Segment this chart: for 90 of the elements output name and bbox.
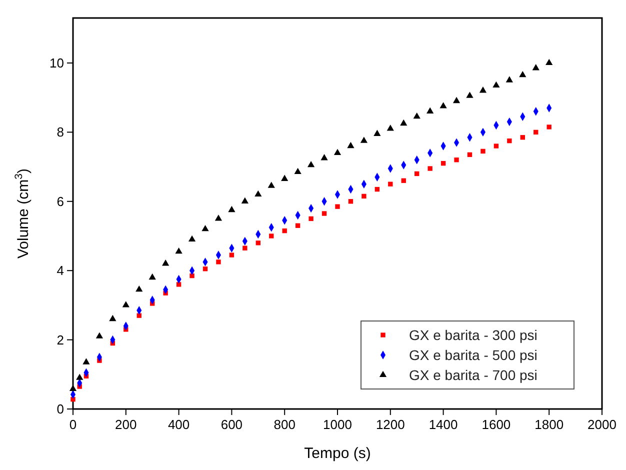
point xyxy=(190,273,194,278)
point xyxy=(282,228,287,234)
point xyxy=(413,112,420,119)
point xyxy=(426,107,434,114)
point xyxy=(454,158,459,162)
point xyxy=(507,138,512,144)
point xyxy=(136,286,143,292)
x-tick-label: 200 xyxy=(115,417,137,432)
y-tick-label: 8 xyxy=(56,124,64,140)
point xyxy=(532,64,540,70)
point xyxy=(148,273,156,280)
point xyxy=(400,119,408,126)
point xyxy=(281,174,288,181)
y-tick-label: 6 xyxy=(56,194,64,209)
x-tick-label: 800 xyxy=(274,417,296,432)
y-tick-label: 2 xyxy=(56,332,64,348)
point xyxy=(175,247,182,254)
x-tick-label: 2000 xyxy=(588,417,616,432)
point xyxy=(386,124,394,131)
legend-label: GX e barita - 500 psi xyxy=(409,347,538,363)
x-axis-title: Tempo (s) xyxy=(304,445,371,462)
y-tick-label: 4 xyxy=(56,263,64,278)
point xyxy=(388,182,393,186)
point xyxy=(202,224,209,232)
point xyxy=(294,168,302,174)
point xyxy=(176,282,182,287)
point xyxy=(216,260,221,264)
point xyxy=(69,384,77,391)
point xyxy=(109,314,116,322)
point xyxy=(136,313,142,318)
point xyxy=(466,92,474,98)
point xyxy=(440,102,447,108)
point xyxy=(480,148,486,154)
point xyxy=(241,197,248,204)
point xyxy=(214,214,222,221)
point xyxy=(82,358,90,364)
point xyxy=(546,124,552,130)
point xyxy=(229,252,234,258)
point xyxy=(440,160,446,166)
point xyxy=(479,86,487,93)
point xyxy=(401,178,406,183)
point xyxy=(362,194,366,199)
point xyxy=(492,81,500,88)
point xyxy=(322,211,327,216)
point xyxy=(546,58,553,66)
point xyxy=(428,166,432,171)
point xyxy=(334,148,342,156)
y-tick-label: 0 xyxy=(56,402,64,416)
point xyxy=(534,130,538,135)
point xyxy=(519,70,526,78)
point xyxy=(360,136,368,143)
point xyxy=(520,135,525,140)
x-tick-label: 1000 xyxy=(323,417,352,432)
point xyxy=(452,96,460,104)
x-tick-label: 400 xyxy=(168,417,190,432)
point xyxy=(320,154,328,160)
point xyxy=(256,240,260,246)
legend-label: GX e barita - 700 psi xyxy=(409,367,538,383)
point xyxy=(202,266,208,272)
point xyxy=(76,374,84,380)
x-tick-label: 1400 xyxy=(428,417,458,432)
point xyxy=(242,246,248,250)
point xyxy=(228,206,236,212)
point xyxy=(254,190,262,197)
point xyxy=(70,396,76,402)
point xyxy=(122,301,130,308)
point xyxy=(96,332,104,338)
point xyxy=(188,235,196,242)
point xyxy=(308,216,314,222)
point xyxy=(494,144,499,148)
x-tick-label: 600 xyxy=(220,417,243,432)
x-tick-label: 0 xyxy=(69,417,77,432)
point xyxy=(162,260,170,266)
y-tick-label: 10 xyxy=(50,55,64,70)
point xyxy=(467,152,472,158)
point xyxy=(374,130,381,136)
x-tick-label: 1800 xyxy=(534,417,564,432)
x-tick-label: 1200 xyxy=(376,417,405,432)
point xyxy=(295,223,300,228)
point xyxy=(348,199,354,204)
point xyxy=(347,142,354,148)
point xyxy=(269,234,274,238)
point xyxy=(335,204,340,209)
point xyxy=(374,186,380,192)
x-tick-label: 1600 xyxy=(482,417,511,432)
legend-label: GX e barita - 300 psi xyxy=(409,327,538,343)
point xyxy=(414,171,420,176)
point xyxy=(506,76,513,82)
point xyxy=(307,160,315,168)
point xyxy=(268,182,275,188)
